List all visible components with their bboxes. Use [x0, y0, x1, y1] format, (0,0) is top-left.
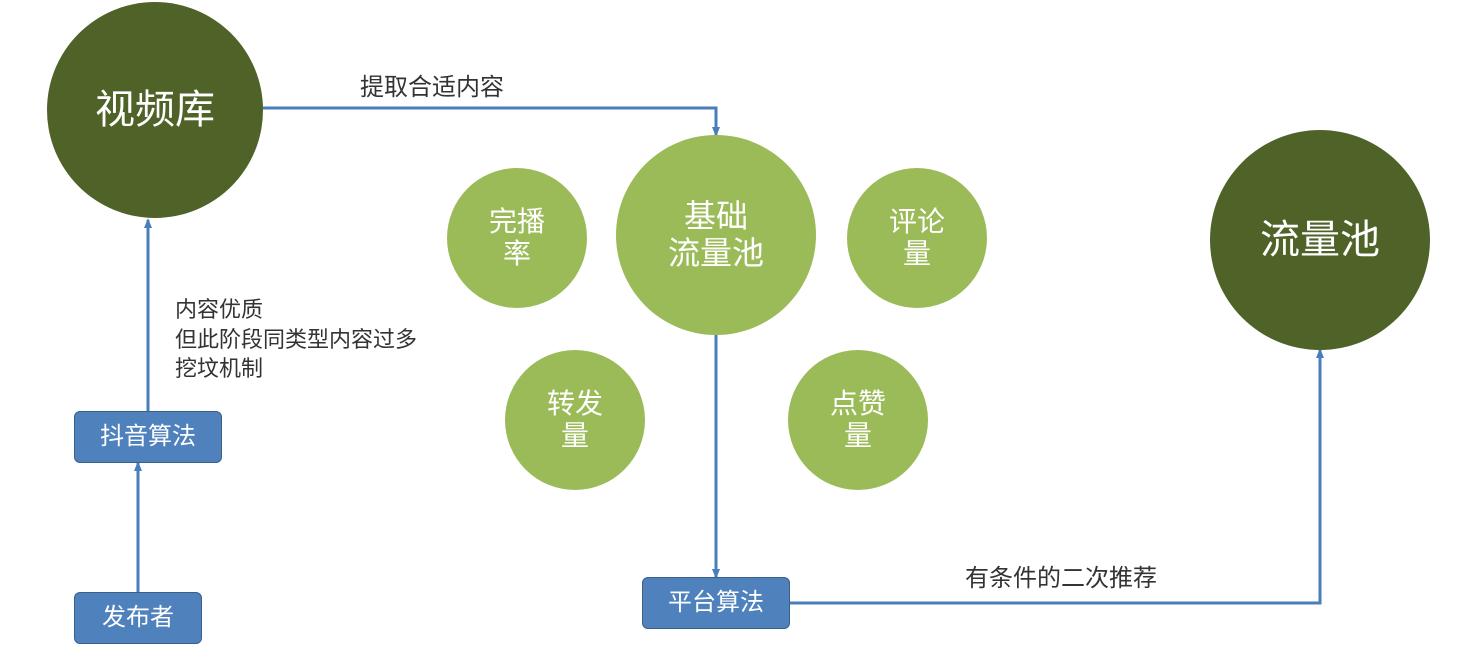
node-label: 评论 量: [889, 206, 945, 270]
node-label: 基础 流量池: [668, 198, 764, 272]
node-likes: 点赞 量: [788, 350, 928, 490]
edge-lib-to-base: [263, 108, 716, 135]
node-label: 平台算法: [668, 589, 764, 617]
node-label: 转发 量: [547, 388, 603, 452]
edge-label-algo-to-lib: 内容优质 但此阶段同类型内容过多 挖坟机制: [175, 295, 417, 384]
node-label: 视频库: [95, 87, 215, 133]
node-video-library: 视频库: [47, 2, 263, 218]
node-traffic-pool: 流量池: [1210, 130, 1430, 350]
edge-label-platform-to-pool: 有条件的二次推荐: [965, 563, 1157, 595]
node-label: 抖音算法: [100, 423, 196, 451]
node-douyin-algorithm: 抖音算法: [74, 411, 222, 463]
node-publisher: 发布者: [74, 592, 202, 644]
node-base-pool: 基础 流量池: [616, 135, 816, 335]
diagram-stage: 视频库 基础 流量池 完播 率 评论 量 转发 量 点赞 量 流量池 发布者 抖…: [0, 0, 1477, 665]
node-label: 发布者: [102, 604, 174, 632]
node-label: 完播 率: [489, 206, 545, 270]
node-label: 点赞 量: [830, 388, 886, 452]
node-comments: 评论 量: [847, 168, 987, 308]
node-label: 流量池: [1260, 217, 1380, 263]
edge-label-lib-to-base: 提取合适内容: [360, 72, 504, 104]
node-play-rate: 完播 率: [447, 168, 587, 308]
node-forwards: 转发 量: [505, 350, 645, 490]
node-platform-algorithm: 平台算法: [642, 577, 790, 629]
